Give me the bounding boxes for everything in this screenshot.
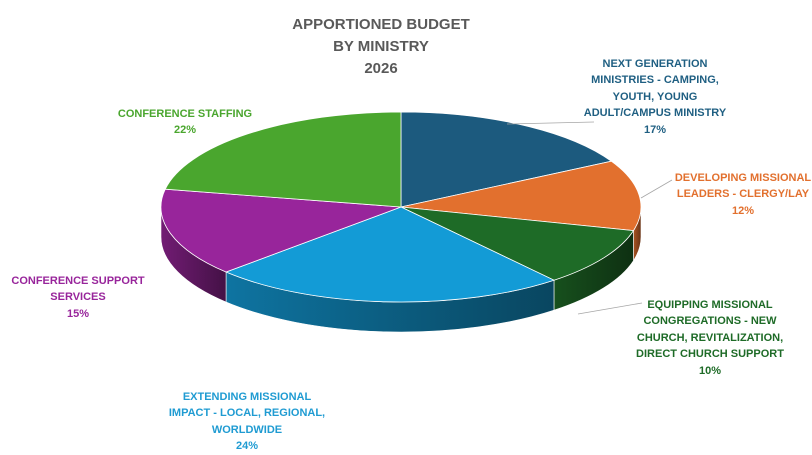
data-label-1: NEXT GENERATION MINISTRIES - CAMPING, YOUT… [580,56,730,138]
data-label-2: DEVELOPING MISSIONAL LEADERS - CLERGY/LAY… [668,170,812,219]
data-label-4-line-2: IMPACT - LOCAL, REGIONAL, [168,407,326,420]
data-label-3-line-1: EQUIPPING MISSIONAL [647,299,773,311]
data-label-5-line-2: SERVICES [50,291,106,304]
pie-slice-6 [164,111,402,208]
data-label-2-percent: 12% [731,204,755,217]
data-label-1-line-1: NEXT GENERATION [602,58,708,70]
leader-line-1 [506,121,595,125]
chart-title-line-3: 2026 [364,60,398,77]
data-label-4-line-1: EXTENDING MISSIONAL [182,391,312,403]
chart-title: APPORTIONED BUDGET BY MINISTRY 2026 [231,14,531,80]
data-label-6-line-1: CONFERENCE STAFFING [117,108,253,120]
data-label-3-line-3: CHURCH, REVITALIZATION, [636,331,784,344]
data-label-5-percent: 15% [66,307,90,320]
data-label-5: CONFERENCE SUPPORT SERVICES 15% [3,273,153,322]
data-label-3-percent: 10% [698,364,722,377]
data-label-6: CONFERENCE STAFFING 22% [110,106,260,139]
pie-slice-2 [400,160,642,232]
data-label-1-line-3: YOUTH, YOUNG [612,90,698,103]
pie-slice-5 [160,188,402,273]
data-label-1-line-4: ADULT/CAMPUS MINISTRY [583,107,727,120]
chart-title-line-2: BY MINISTRY [333,38,429,55]
data-label-3-line-4: DIRECT CHURCH SUPPORT [636,348,784,361]
data-label-3: EQUIPPING MISSIONAL CONGREGATIONS - NEW CH… [625,297,795,379]
data-label-3-line-2: CONGREGATIONS - NEW [643,315,777,328]
data-label-1-line-2: MINISTRIES - CAMPING, [591,74,719,87]
data-label-4-line-3: WORLDWIDE [211,423,283,436]
data-label-5-line-1: CONFERENCE SUPPORT [11,275,145,287]
data-label-2-line-1: DEVELOPING MISSIONAL [674,172,812,184]
data-label-4-percent: 24% [235,440,259,453]
pie-slice-4 [224,206,556,303]
pie-slice-3 [400,206,635,281]
leader-line-3 [577,302,643,315]
leader-line-2 [640,179,673,199]
data-label-1-percent: 17% [643,123,667,136]
data-label-2-line-2: LEADERS - CLERGY/LAY [676,188,810,201]
data-label-4: EXTENDING MISSIONAL IMPACT - LOCAL, REGIO… [157,389,337,455]
data-label-6-percent: 22% [173,124,197,137]
pie-slice-1 [400,111,613,208]
chart-title-line-1: APPORTIONED BUDGET [292,16,470,33]
